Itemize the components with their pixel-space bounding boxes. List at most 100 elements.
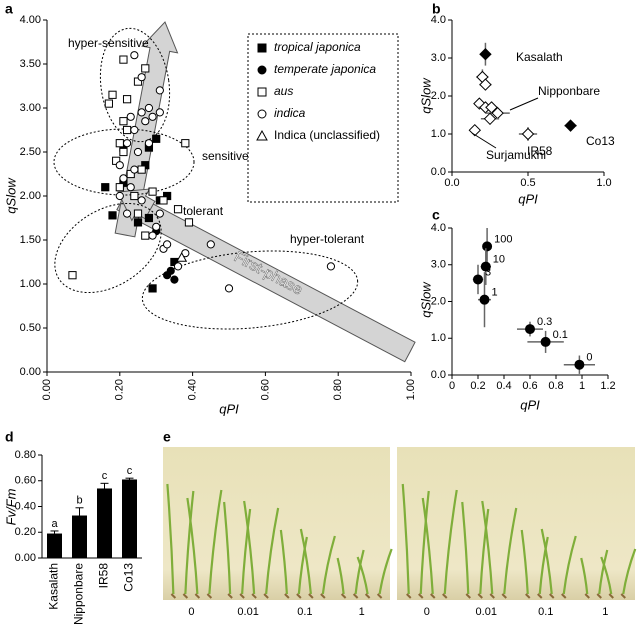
root bbox=[549, 593, 555, 599]
root bbox=[418, 593, 424, 599]
legend-marker bbox=[257, 43, 267, 53]
marker-circle bbox=[144, 103, 154, 113]
legend-label: tropical japonica bbox=[274, 40, 361, 54]
x-tick-label: 0.20 bbox=[114, 379, 126, 400]
marker-square bbox=[133, 218, 143, 227]
seedling bbox=[540, 528, 553, 595]
y-tick-label: 1.0 bbox=[431, 332, 446, 344]
x-tick-label: 0.80 bbox=[332, 379, 344, 400]
marker-square bbox=[119, 117, 128, 126]
panel-label: b bbox=[432, 1, 441, 17]
seedling bbox=[479, 508, 490, 595]
marker-square bbox=[104, 99, 113, 108]
marker-circle bbox=[115, 161, 124, 170]
y-tick-label: 0.20 bbox=[15, 526, 36, 538]
legend-marker bbox=[257, 87, 267, 97]
marker-circle bbox=[173, 262, 183, 271]
root bbox=[489, 593, 495, 599]
x-tick-label: 0.40 bbox=[187, 379, 199, 400]
group-label: hyper-sensitive bbox=[68, 36, 149, 50]
x-tick-label: 0 bbox=[449, 380, 455, 392]
y-tick-label: 0.60 bbox=[15, 475, 36, 487]
marker-square bbox=[159, 196, 168, 205]
marker-circle bbox=[130, 125, 139, 135]
marker-circle bbox=[137, 196, 146, 205]
marker-circle bbox=[224, 284, 234, 293]
significance-label: b bbox=[76, 495, 82, 507]
seedling bbox=[562, 535, 577, 595]
annotation: Kasalath bbox=[516, 50, 563, 64]
y-tick-label: 3.50 bbox=[20, 58, 41, 70]
seedling bbox=[622, 548, 637, 595]
root bbox=[251, 593, 257, 599]
seedling bbox=[421, 497, 434, 595]
marker-square bbox=[141, 64, 150, 73]
y-tick-label: 4.0 bbox=[431, 222, 446, 234]
root bbox=[284, 593, 290, 599]
x-tick-label: 1.00 bbox=[405, 379, 417, 400]
seedling bbox=[580, 557, 589, 595]
y-tick-label: 2.50 bbox=[20, 146, 41, 158]
x-tick-label: 1.2 bbox=[600, 380, 615, 392]
y-tick-label: 1.00 bbox=[20, 278, 41, 290]
y-tick-label: 2.0 bbox=[431, 295, 446, 307]
x-tick-label: Co13 bbox=[122, 563, 136, 592]
marker-circle bbox=[126, 183, 135, 192]
seedling bbox=[184, 490, 195, 595]
point-label: 0 bbox=[586, 352, 592, 364]
y-tick-label: 3.0 bbox=[431, 259, 446, 271]
root bbox=[525, 593, 531, 599]
x-axis-label: qPI bbox=[520, 397, 540, 412]
y-axis-label: qSlow bbox=[418, 77, 433, 114]
root bbox=[465, 593, 471, 599]
marker-circle bbox=[155, 86, 164, 95]
annotation-arrow bbox=[509, 97, 539, 111]
root bbox=[170, 593, 177, 599]
x-tick-label: 1.0 bbox=[596, 177, 611, 189]
marker-circle bbox=[482, 241, 493, 252]
significance-label: c bbox=[127, 465, 133, 477]
marker-circle bbox=[152, 222, 161, 231]
seedling bbox=[443, 489, 458, 595]
root bbox=[340, 593, 347, 599]
root bbox=[364, 593, 371, 599]
annotation: Nipponbare bbox=[538, 84, 600, 98]
marker-circle bbox=[133, 147, 143, 157]
marker-circle bbox=[137, 108, 146, 117]
x-tick-label: Nipponbare bbox=[72, 563, 86, 625]
marker-square bbox=[108, 90, 117, 99]
y-tick-label: 3.00 bbox=[20, 102, 41, 114]
marker-circle bbox=[163, 240, 172, 249]
legend-label: indica bbox=[274, 106, 306, 120]
seedling bbox=[241, 508, 252, 595]
seedling bbox=[223, 501, 232, 595]
marker-circle bbox=[148, 231, 157, 240]
y-tick-label: 1.50 bbox=[20, 234, 41, 246]
seedling bbox=[600, 556, 613, 595]
marker-diamond bbox=[483, 112, 497, 126]
marker-square bbox=[119, 147, 128, 157]
marker-circle bbox=[144, 139, 154, 148]
marker-circle bbox=[119, 174, 128, 183]
legend-marker bbox=[257, 109, 267, 119]
photo-label: 0 bbox=[424, 606, 430, 618]
seedling bbox=[186, 497, 199, 595]
marker-square bbox=[101, 183, 110, 192]
seedling bbox=[461, 501, 470, 595]
group-ellipse bbox=[99, 27, 171, 143]
root bbox=[477, 593, 483, 599]
seedling bbox=[419, 490, 430, 595]
y-axis-label: qSlow bbox=[3, 177, 18, 214]
x-axis-label: qPI bbox=[219, 401, 239, 416]
legend-box bbox=[247, 33, 399, 203]
significance-label: c bbox=[102, 470, 108, 482]
legend-label: aus bbox=[274, 84, 293, 98]
photo-label: 1 bbox=[359, 606, 365, 618]
point-label: 10 bbox=[493, 253, 505, 265]
marker-circle bbox=[574, 359, 585, 370]
marker-circle bbox=[122, 209, 132, 218]
marker-square bbox=[148, 187, 157, 196]
marker-circle bbox=[115, 191, 124, 201]
group-ellipse bbox=[53, 128, 195, 196]
seedling bbox=[538, 536, 549, 595]
